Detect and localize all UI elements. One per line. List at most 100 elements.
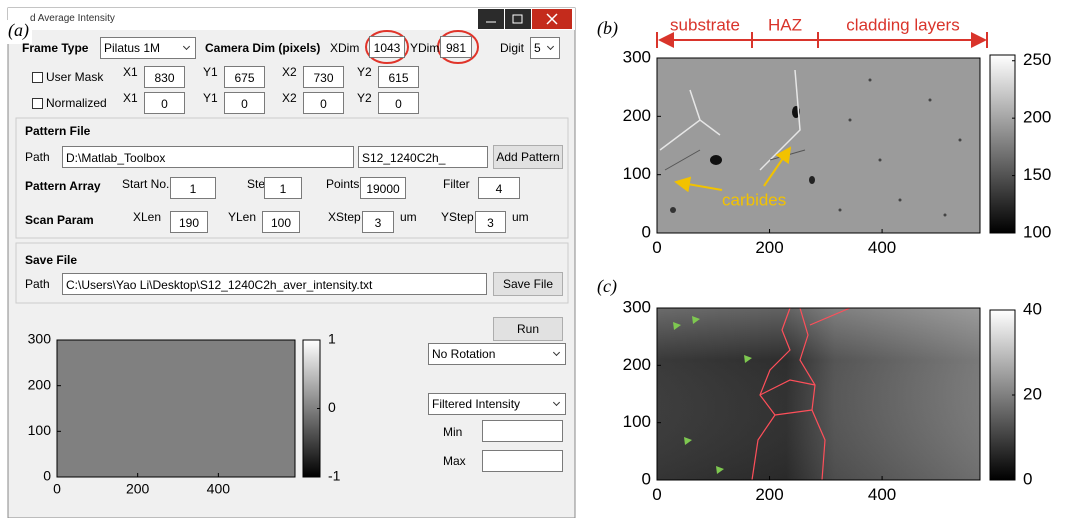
label: YStep <box>441 207 474 227</box>
label: Filter <box>443 174 470 194</box>
label: Pattern Array <box>25 176 101 196</box>
y-tick-label: 100 <box>623 164 651 183</box>
region-label: substrate <box>670 15 740 34</box>
label: Y1 <box>203 62 218 82</box>
colorbar-tick-label: 0 <box>328 399 336 415</box>
image <box>57 340 295 477</box>
y-tick-label: 0 <box>43 468 51 484</box>
image <box>657 58 980 233</box>
label: Path <box>25 274 50 294</box>
text-field[interactable]: 830 <box>144 66 185 88</box>
text-field[interactable] <box>482 420 563 442</box>
text-field[interactable]: 100 <box>262 211 300 233</box>
button[interactable]: Add Pattern <box>493 145 563 169</box>
text-field[interactable]: 1 <box>264 177 302 199</box>
label: YDim <box>410 38 439 58</box>
text-field[interactable]: 730 <box>303 66 344 88</box>
text-field[interactable]: 981 <box>440 36 472 58</box>
y-tick-label: 300 <box>623 297 651 316</box>
text-field[interactable]: S12_1240C2h_ <box>358 146 488 168</box>
text-field[interactable]: 0 <box>303 92 344 114</box>
text-field[interactable]: 0 <box>224 92 265 114</box>
label: X2 <box>282 88 297 108</box>
label: Scan Param <box>25 210 94 230</box>
colorbar-tick-label: 100 <box>1023 222 1051 241</box>
text-field[interactable]: 0 <box>378 92 419 114</box>
label: Y2 <box>357 62 372 82</box>
colorbar-tick-label: 250 <box>1023 50 1051 69</box>
y-tick-label: 200 <box>623 106 651 125</box>
text-field[interactable]: 190 <box>170 211 208 233</box>
text-field[interactable]: 3 <box>475 211 506 233</box>
text-field[interactable]: C:\Users\Yao Li\Desktop\S12_1240C2h_aver… <box>62 273 487 295</box>
dropdown[interactable]: No Rotation <box>428 343 566 365</box>
label: Max <box>443 451 466 471</box>
figure: (a) (b) substrate HAZ cladding layers ca… <box>0 0 1069 518</box>
y-tick-label: 100 <box>623 412 651 431</box>
x-tick-label: 200 <box>755 485 783 504</box>
text-field[interactable]: 0 <box>144 92 185 114</box>
colorbar <box>990 310 1015 480</box>
colorbar-tick-label: 150 <box>1023 165 1051 184</box>
colorbar-tick-label: -1 <box>328 468 341 484</box>
text-field[interactable]: 1043 <box>369 36 405 58</box>
panel-label: (c) <box>597 276 617 297</box>
text-field[interactable]: 675 <box>224 66 265 88</box>
x-tick-label: 200 <box>126 480 150 496</box>
text-field[interactable] <box>482 450 563 472</box>
text-field[interactable]: D:\Matlab_Toolbox <box>62 146 354 168</box>
y-tick-label: 200 <box>623 355 651 374</box>
label: XStep <box>328 207 361 227</box>
button[interactable]: Save File <box>493 272 563 296</box>
colorbar-tick-label: 0 <box>1023 469 1032 488</box>
x-tick-label: 0 <box>652 238 661 257</box>
label: Min <box>443 422 462 442</box>
dropdown[interactable]: 5 <box>530 37 560 59</box>
dropdown[interactable]: Pilatus 1M <box>100 37 196 59</box>
button[interactable]: Run <box>493 317 563 341</box>
image-shading <box>657 308 980 480</box>
y-tick-label: 200 <box>28 376 52 392</box>
label: Path <box>25 147 50 167</box>
label: Start No. <box>122 174 169 194</box>
x-tick-label: 400 <box>207 480 231 496</box>
y-tick-label: 0 <box>642 469 651 488</box>
label: Pattern File <box>25 121 90 141</box>
dropdown[interactable]: Filtered Intensity <box>428 393 566 415</box>
y-tick-label: 300 <box>28 331 52 347</box>
colorbar-tick-label: 40 <box>1023 299 1042 318</box>
text-field[interactable]: 4 <box>478 177 520 199</box>
minimize-button[interactable] <box>478 9 504 29</box>
text-field[interactable]: 615 <box>378 66 419 88</box>
colorbar-tick-label: 20 <box>1023 384 1042 403</box>
text-field[interactable]: 1 <box>170 177 216 199</box>
region-label: HAZ <box>768 15 802 34</box>
x-tick-label: 0 <box>53 480 61 496</box>
checkbox[interactable]: Normalized <box>32 93 107 113</box>
panel-label: (b) <box>597 18 618 39</box>
label: Digit <box>500 38 524 58</box>
x-tick-label: 200 <box>755 238 783 257</box>
label: X2 <box>282 62 297 82</box>
label: XLen <box>133 207 161 227</box>
colorbar <box>990 55 1015 233</box>
label: Camera Dim (pixels) <box>205 38 320 58</box>
annotation: carbides <box>722 190 786 209</box>
text-field[interactable]: 3 <box>362 211 394 233</box>
y-tick-label: 0 <box>642 222 651 241</box>
maximize-button[interactable] <box>505 9 531 29</box>
colorbar-tick-label: 200 <box>1023 108 1051 127</box>
window-title: d Average Intensity <box>30 9 115 29</box>
label: Save File <box>25 250 77 270</box>
label: Frame Type <box>22 38 88 58</box>
label: YLen <box>228 207 256 227</box>
text-field[interactable]: 19000 <box>360 177 406 199</box>
region-label: cladding layers <box>846 15 959 34</box>
label: XDim <box>330 38 359 58</box>
x-tick-label: 0 <box>652 485 661 504</box>
x-tick-label: 400 <box>868 485 896 504</box>
label: X1 <box>123 62 138 82</box>
label: X1 <box>123 88 138 108</box>
checkbox[interactable]: User Mask <box>32 67 103 87</box>
y-tick-label: 100 <box>28 422 52 438</box>
